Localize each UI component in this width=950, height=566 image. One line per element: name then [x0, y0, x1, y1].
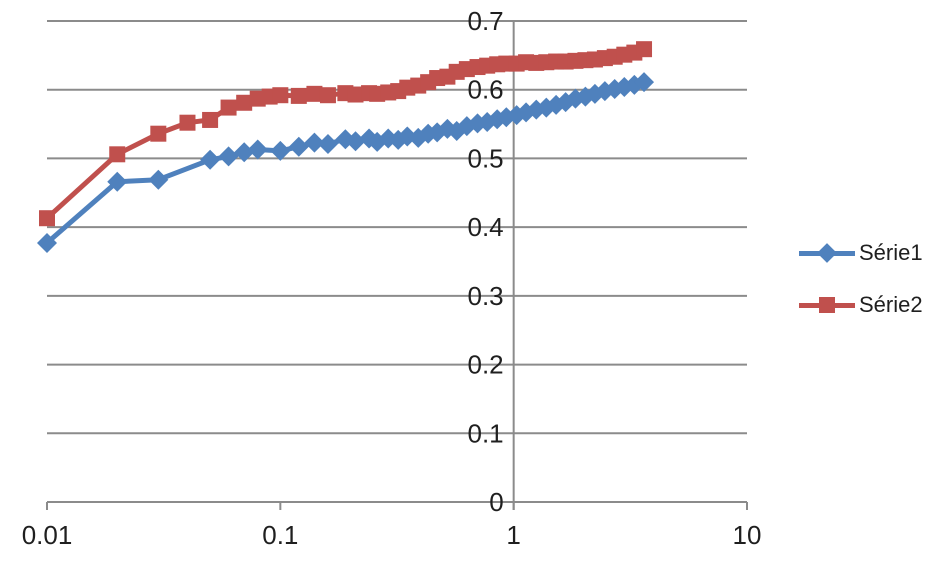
serie1-diamond-marker [345, 131, 366, 152]
serie1-diamond-marker [418, 123, 439, 144]
serie1-diamond-marker [304, 132, 325, 153]
serie1-diamond-marker [107, 171, 128, 192]
serie2-square-marker [109, 146, 126, 163]
serie2-square-marker [290, 87, 307, 104]
y-tick-label: 0.4 [468, 212, 504, 242]
serie1-diamond-marker [234, 142, 255, 163]
serie1-diamond-marker [37, 232, 57, 253]
serie2-square-marker [272, 87, 289, 104]
legend-item-serie2: Série2 [799, 288, 923, 322]
legend: Série1 Série2 [799, 236, 923, 322]
legend-label-serie2: Série2 [859, 292, 923, 317]
serie2-square-marker [202, 111, 219, 128]
serie2-square-marker [236, 94, 253, 111]
x-tick-label: 10 [733, 520, 762, 550]
y-tick-label: 0.7 [468, 6, 504, 36]
serie1-diamond-marker [270, 140, 291, 161]
square-marker-icon [819, 297, 835, 313]
y-tick-label: 0.6 [468, 75, 504, 105]
y-tick-label: 0.1 [468, 418, 504, 448]
y-tick-label: 0.3 [468, 281, 504, 311]
serie2-square-marker [306, 85, 323, 102]
legend-item-serie1: Série1 [799, 236, 923, 270]
diamond-marker-icon [817, 243, 837, 263]
serie1-diamond-marker [200, 149, 221, 170]
x-tick-label: 0.1 [262, 520, 298, 550]
x-tick-label: 0.01 [22, 520, 73, 550]
serie1-diamond-marker [317, 133, 338, 154]
y-tick-label: 0 [489, 487, 503, 517]
y-tick-label: 0.5 [468, 143, 504, 173]
serie1-diamond-marker [148, 169, 169, 190]
x-tick-label: 1 [506, 520, 520, 550]
serie2-swatch [799, 288, 855, 322]
serie2-square-marker [39, 210, 55, 227]
serie1-diamond-marker [218, 146, 239, 167]
serie2-square-marker [150, 125, 167, 142]
serie2-square-marker [179, 114, 196, 131]
serie2-square-marker [319, 87, 336, 104]
serie1-swatch [799, 236, 855, 270]
serie2-square-marker [636, 41, 653, 58]
serie1-diamond-marker [247, 139, 268, 160]
serie2-square-marker [220, 99, 237, 116]
legend-label-serie1: Série1 [859, 240, 923, 265]
y-tick-label: 0.2 [468, 350, 504, 380]
serie2-square-marker [347, 86, 364, 103]
serie1-diamond-marker [634, 72, 655, 93]
serie1-diamond-marker [288, 136, 309, 157]
